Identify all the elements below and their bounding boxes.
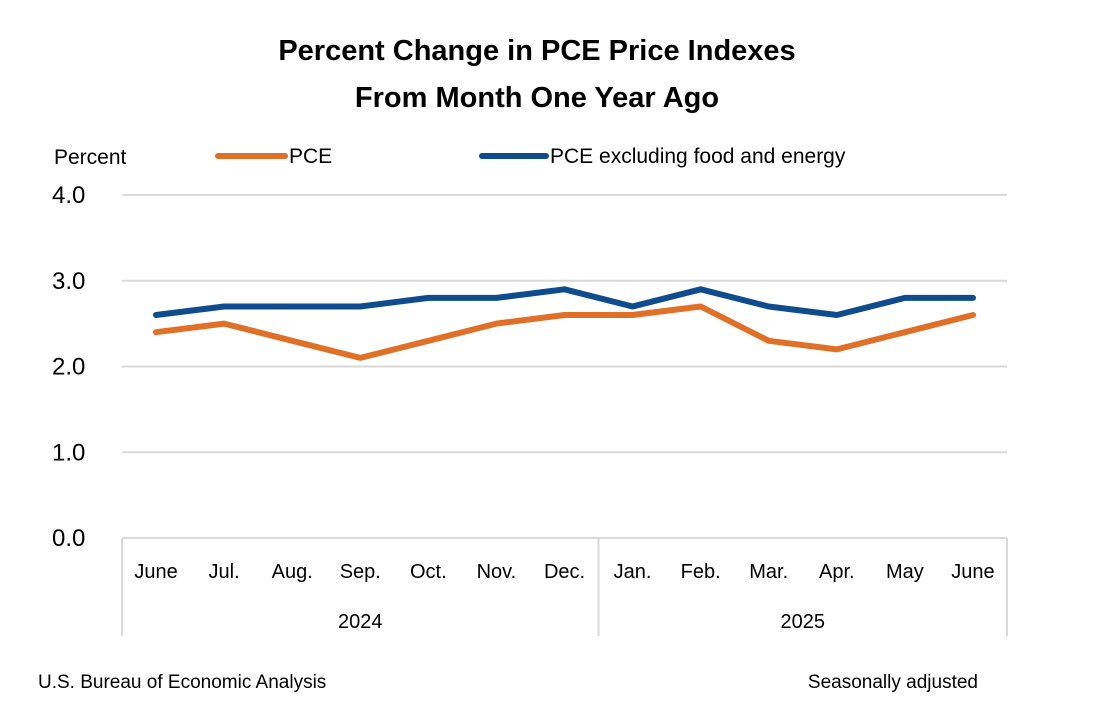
legend-label-core-pce: PCE excluding food and energy (550, 145, 846, 168)
seasonal-note: Seasonally adjusted (808, 672, 978, 693)
x-tick-label: Mar. (749, 561, 788, 583)
year-label: 2025 (781, 611, 826, 633)
x-tick-label: May (886, 561, 924, 583)
legend-label-pce: PCE (289, 145, 332, 168)
x-tick-label: Nov. (477, 561, 517, 583)
y-tick-label: 0.0 (52, 525, 85, 552)
x-tick-label: Dec. (544, 561, 585, 583)
x-tick-label: Apr. (819, 561, 855, 583)
y-tick-label: 2.0 (52, 354, 85, 381)
chart-title-line-2: From Month One Year Ago (355, 82, 719, 114)
x-tick-label: Jul. (209, 561, 240, 583)
x-tick-label: Oct. (410, 561, 447, 583)
year-label: 2024 (338, 611, 383, 633)
x-tick-label: Feb. (681, 561, 721, 583)
x-tick-label: June (951, 561, 994, 583)
x-category-labels: June Jul. Aug. Sep. Oct. Nov. Dec. Jan. Feb. Mar.… (134, 561, 994, 583)
x-tick-label: June (134, 561, 177, 583)
x-tick-label: Jan. (614, 561, 652, 583)
chart-title-line-1: Percent Change in PCE Price Indexes (278, 35, 795, 67)
y-tick-label: 4.0 (52, 182, 85, 209)
series-lines (153, 286, 976, 361)
series-line-core-pce (153, 286, 976, 318)
y-tick-label: 1.0 (52, 439, 85, 466)
y-axis-label: Percent (54, 146, 127, 169)
x-tick-label: Aug. (272, 561, 313, 583)
y-tick-label: 3.0 (52, 268, 85, 295)
gridlines (122, 194, 1007, 454)
x-axis (121, 537, 1008, 636)
series-line-pce (153, 303, 976, 361)
x-tick-label: Sep. (340, 561, 381, 583)
x-year-labels: 2024 2025 (338, 611, 825, 633)
y-tick-labels: 0.0 1.0 2.0 3.0 4.0 (52, 182, 85, 552)
source-note: U.S. Bureau of Economic Analysis (38, 672, 326, 693)
